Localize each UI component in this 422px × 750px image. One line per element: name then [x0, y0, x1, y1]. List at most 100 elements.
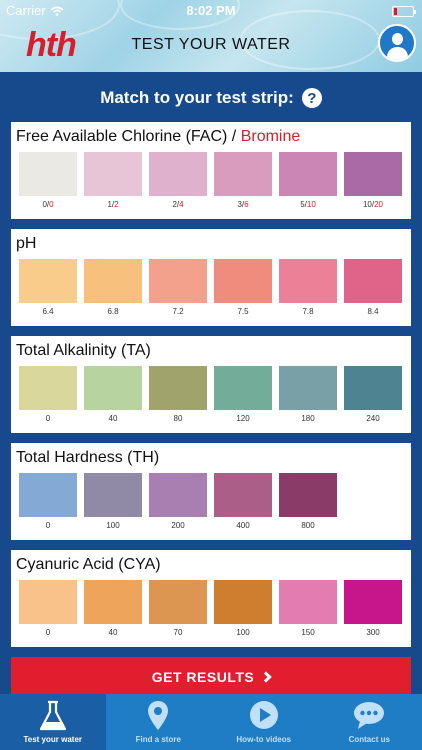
swatch-option[interactable]: 0/0: [19, 152, 77, 210]
swatch-option[interactable]: 5/10: [279, 152, 337, 210]
swatch-option[interactable]: 70: [149, 580, 207, 638]
test-name-accent: Bromine: [240, 128, 301, 145]
swatch-option[interactable]: 2/4: [149, 152, 207, 210]
swatch-value: 7.2: [149, 307, 207, 317]
swatch-option[interactable]: 240: [344, 366, 402, 424]
swatch-option[interactable]: 1/2: [84, 152, 142, 210]
color-swatch[interactable]: [279, 366, 337, 410]
color-swatch[interactable]: [19, 259, 77, 303]
tab-how-to-videos[interactable]: How-to videos: [211, 694, 317, 750]
swatch-option[interactable]: 0: [19, 366, 77, 424]
swatch-option[interactable]: 300: [344, 580, 402, 638]
tab-label: How-to videos: [236, 735, 292, 744]
match-label: Match to your test strip:: [100, 88, 294, 107]
color-swatch[interactable]: [344, 366, 402, 410]
swatch-option[interactable]: 40: [84, 366, 142, 424]
status-time: 8:02 PM: [186, 3, 236, 18]
swatch-row: 0 40 70 100 150 300: [19, 580, 402, 638]
swatch-option[interactable]: 120: [214, 366, 272, 424]
color-swatch[interactable]: [214, 473, 272, 517]
test-card: Total Hardness (TH) 0 100 200 400 800: [11, 443, 411, 540]
help-icon[interactable]: ?: [301, 88, 322, 108]
swatch-value: 8.4: [344, 307, 402, 317]
swatch-value-text: 800: [301, 521, 315, 530]
tab-find-a-store[interactable]: Find a store: [106, 694, 212, 750]
swatch-option[interactable]: 3/6: [214, 152, 272, 210]
swatch-value-text: 200: [171, 521, 185, 530]
test-name: Total Hardness (TH): [16, 449, 160, 466]
swatch-option[interactable]: 150: [279, 580, 337, 638]
color-swatch[interactable]: [214, 366, 272, 410]
test-name: pH: [16, 235, 37, 252]
tab-test-your-water[interactable]: Test your water: [0, 694, 106, 750]
test-card: pH 6.4 6.8 7.2 7.5 7.8 8.4: [11, 229, 411, 326]
color-swatch[interactable]: [279, 473, 337, 517]
swatch-value-bromine: 0: [49, 200, 54, 209]
color-swatch[interactable]: [214, 152, 272, 196]
color-swatch[interactable]: [19, 580, 77, 624]
color-swatch[interactable]: [214, 580, 272, 624]
color-swatch[interactable]: [279, 152, 337, 196]
color-swatch[interactable]: [344, 259, 402, 303]
swatch-option[interactable]: 100: [84, 473, 142, 531]
swatch-value-bromine: 10: [306, 200, 316, 209]
swatch-row: 0/0 1/2 2/4 3/6 5/10 10/20: [19, 152, 402, 210]
color-swatch[interactable]: [279, 259, 337, 303]
swatch-value-text: 6.4: [42, 307, 54, 316]
color-swatch[interactable]: [149, 152, 207, 196]
color-swatch[interactable]: [19, 366, 77, 410]
color-swatch[interactable]: [214, 259, 272, 303]
color-swatch[interactable]: [149, 473, 207, 517]
swatch-option[interactable]: 6.4: [19, 259, 77, 317]
header: Carrier 8:02 PM hth TEST YOUR WATER: [0, 0, 422, 72]
page-title: TEST YOUR WATER: [131, 36, 291, 53]
swatch-value: 400: [214, 521, 272, 531]
tab-label: Contact us: [348, 735, 390, 744]
color-swatch[interactable]: [149, 580, 207, 624]
swatch-value: 200: [149, 521, 207, 531]
swatch-value-text: 10/: [362, 200, 375, 209]
color-swatch[interactable]: [344, 152, 402, 196]
color-swatch[interactable]: [279, 580, 337, 624]
color-swatch[interactable]: [344, 580, 402, 624]
swatch-option[interactable]: 80: [149, 366, 207, 424]
color-swatch[interactable]: [84, 152, 142, 196]
tab-contact-us[interactable]: Contact us: [317, 694, 422, 750]
swatch-option[interactable]: 6.8: [84, 259, 142, 317]
test-name: Cyanuric Acid (CYA): [16, 556, 161, 573]
test-card-title: Total Alkalinity (TA): [16, 342, 151, 360]
color-swatch[interactable]: [149, 259, 207, 303]
wifi-icon: [50, 6, 64, 16]
swatch-value-bromine: 20: [374, 200, 384, 209]
swatch-option[interactable]: 7.2: [149, 259, 207, 317]
color-swatch[interactable]: [84, 366, 142, 410]
swatch-option[interactable]: 7.5: [214, 259, 272, 317]
swatch-option[interactable]: 10/20: [344, 152, 402, 210]
swatch-option[interactable]: 0: [19, 473, 77, 531]
swatch-option[interactable]: 7.8: [279, 259, 337, 317]
color-swatch[interactable]: [149, 366, 207, 410]
color-swatch[interactable]: [84, 580, 142, 624]
color-swatch[interactable]: [19, 473, 77, 517]
swatch-option[interactable]: 200: [149, 473, 207, 531]
swatch-option[interactable]: 8.4: [344, 259, 402, 317]
profile-avatar-button[interactable]: [378, 24, 416, 62]
color-swatch[interactable]: [84, 473, 142, 517]
swatch-value-text: 300: [366, 628, 380, 637]
swatch-option[interactable]: 400: [214, 473, 272, 531]
swatch-option[interactable]: 800: [279, 473, 337, 531]
color-swatch[interactable]: [84, 259, 142, 303]
swatch-option[interactable]: 40: [84, 580, 142, 638]
swatch-value: 70: [149, 628, 207, 638]
test-name: Free Available Chlorine (FAC) /: [16, 128, 241, 145]
swatch-option[interactable]: 0: [19, 580, 77, 638]
tab-bar: Test your water Find a store How-to vide…: [0, 694, 422, 750]
swatch-row: 6.4 6.8 7.2 7.5 7.8 8.4: [19, 259, 402, 317]
swatch-value-text: 6.8: [107, 307, 119, 316]
swatch-option[interactable]: 180: [279, 366, 337, 424]
get-results-button[interactable]: GET RESULTS: [11, 657, 411, 697]
swatch-option[interactable]: 100: [214, 580, 272, 638]
user-icon: [392, 33, 403, 45]
swatch-value-text: 80: [173, 414, 183, 423]
color-swatch[interactable]: [19, 152, 77, 196]
